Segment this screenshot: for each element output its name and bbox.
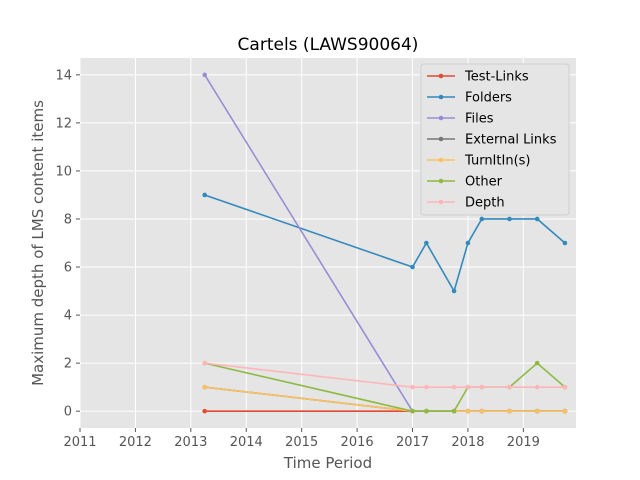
x-tick-label: 2012 — [119, 435, 152, 450]
x-tick-label: 2011 — [63, 435, 96, 450]
series-folders — [202, 192, 568, 294]
legend-item: External Links — [427, 133, 557, 148]
legend-label: Other — [465, 175, 503, 190]
legend-swatch-marker — [438, 136, 444, 142]
y-tick-label: 14 — [55, 68, 72, 83]
x-tick-label: 2013 — [174, 435, 207, 450]
series-depth — [202, 360, 568, 390]
y-tick-label: 10 — [55, 164, 72, 179]
data-point — [562, 408, 568, 414]
data-point — [202, 408, 207, 414]
data-point — [465, 384, 471, 390]
x-tick-label: 2018 — [451, 435, 484, 450]
y-tick-label: 12 — [55, 116, 72, 131]
data-point — [202, 384, 207, 390]
legend-swatch-marker — [438, 115, 444, 121]
y-axis: 0 2 4 6 8 10 12 14 — [55, 68, 80, 420]
legend-item: Files — [427, 112, 494, 127]
data-point — [507, 384, 512, 390]
legend: Test-Links Folders Files External Links Turn… — [420, 63, 570, 216]
x-tick-label: 2019 — [507, 435, 540, 450]
legend-item: Depth — [427, 196, 505, 211]
legend-swatch-marker — [438, 94, 444, 100]
y-tick-label: 4 — [64, 309, 72, 324]
x-tick-label: 2016 — [341, 435, 374, 450]
legend-item: Folders — [427, 91, 512, 106]
data-point — [507, 408, 512, 414]
legend-item: Test-Links — [427, 70, 529, 85]
x-tick-label: 2017 — [396, 435, 429, 450]
y-tick-label: 6 — [64, 261, 72, 276]
data-point — [202, 360, 207, 366]
data-point — [479, 216, 485, 222]
data-point — [534, 360, 540, 366]
data-point — [451, 288, 457, 294]
legend-label: Files — [465, 112, 494, 127]
x-tick-label: 2014 — [230, 435, 263, 450]
data-point — [451, 384, 457, 390]
data-point — [202, 72, 207, 78]
legend-swatch-marker — [438, 199, 444, 205]
legend-swatch-marker — [438, 73, 444, 79]
y-axis-label: Maximum depth of LMS content items — [29, 100, 47, 386]
data-point — [410, 408, 415, 414]
data-point — [479, 408, 485, 414]
y-tick-label: 8 — [64, 212, 72, 227]
legend-label: Depth — [465, 196, 505, 211]
data-point — [562, 240, 568, 246]
legend-swatch-marker — [438, 178, 444, 184]
data-point — [424, 240, 429, 246]
series-layer — [202, 72, 568, 414]
chart-title: Cartels (LAWS90064) — [238, 35, 419, 55]
x-axis-label: Time Period — [283, 454, 372, 472]
legend-swatch-marker — [438, 157, 444, 163]
data-point — [534, 408, 540, 414]
x-tick-label: 2015 — [285, 435, 318, 450]
data-point — [410, 264, 415, 270]
legend-item: Other — [427, 175, 503, 190]
data-point — [534, 384, 540, 390]
data-point — [202, 192, 207, 198]
legend-label: Folders — [465, 91, 512, 106]
data-point — [465, 408, 471, 414]
data-point — [451, 408, 457, 414]
data-point — [479, 384, 485, 390]
x-axis: 2011 2012 2013 2014 2015 2016 2017 2018 2019 — [63, 428, 540, 450]
legend-label: Test-Links — [464, 70, 529, 85]
data-point — [410, 384, 415, 390]
data-point — [465, 240, 471, 246]
data-point — [507, 216, 512, 222]
data-point — [424, 408, 429, 414]
legend-label: External Links — [465, 133, 557, 148]
data-point — [424, 384, 429, 390]
data-point — [534, 216, 540, 222]
legend-label: TurnItIn(s) — [464, 154, 530, 169]
data-point — [562, 384, 568, 390]
legend-box — [420, 63, 570, 216]
legend-item: TurnItIn(s) — [427, 154, 530, 169]
y-tick-label: 2 — [64, 357, 72, 372]
y-tick-label: 0 — [64, 405, 72, 420]
